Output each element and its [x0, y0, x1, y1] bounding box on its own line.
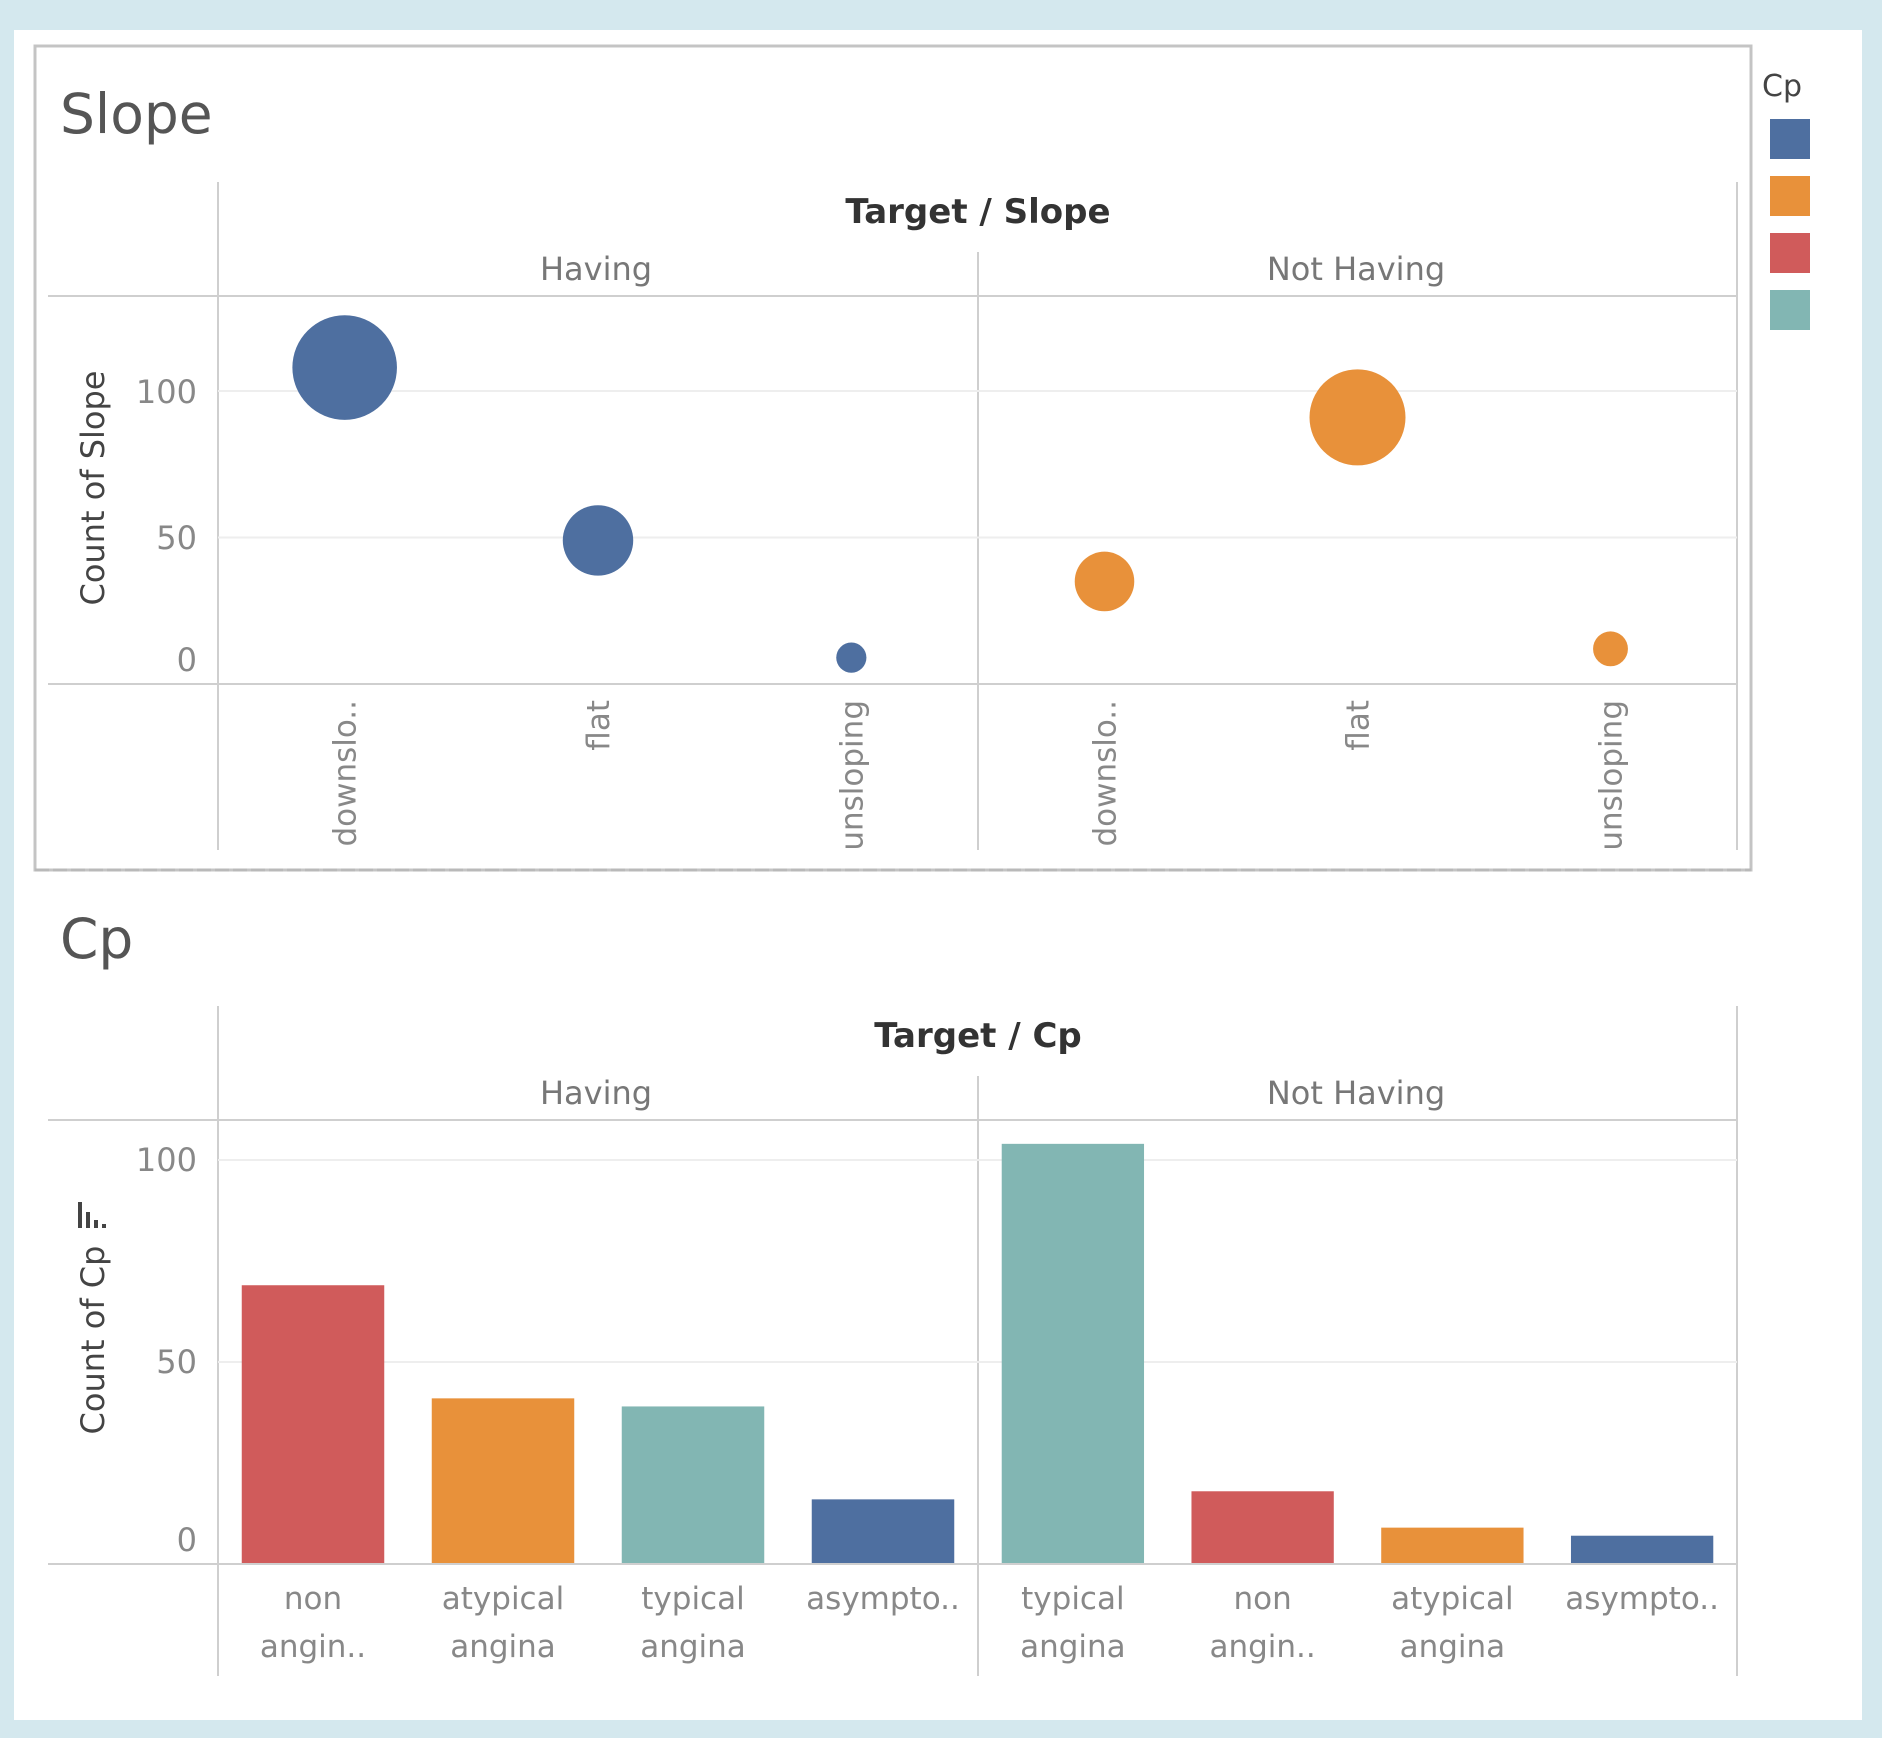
cp-x-label: angina	[640, 1629, 746, 1665]
legend-swatch[interactable]	[1770, 176, 1810, 216]
legend-title: Cp	[1762, 69, 1802, 104]
slope-bubble	[292, 315, 397, 420]
slope-x-label: flat	[581, 700, 617, 751]
slope-chart-marks: downslo.. flat unsloping downslo.. flat unslo…	[48, 182, 1738, 851]
cp-bar	[431, 1398, 575, 1564]
slope-panel-label-not-having: Not Having	[1267, 250, 1445, 288]
cp-bar	[1001, 1143, 1145, 1564]
slope-bubble	[562, 505, 634, 576]
slope-y-tick-100: 100	[136, 373, 197, 411]
cp-x-label: angina	[1400, 1629, 1506, 1665]
slope-x-label: flat	[1341, 700, 1377, 751]
slope-x-label: downslo..	[328, 700, 364, 847]
cp-x-label: non	[1233, 1581, 1291, 1617]
slope-y-tick-0: 0	[177, 641, 197, 679]
slope-x-label: downslo..	[1088, 700, 1124, 847]
cp-x-label: angin..	[260, 1629, 366, 1665]
slope-panel-label-having: Having	[540, 250, 652, 288]
cp-y-tick-50: 50	[156, 1343, 197, 1381]
cp-x-label: atypical	[442, 1581, 564, 1617]
cp-panel-label-having: Having	[540, 1074, 652, 1112]
slope-y-axis-title: Count of Slope	[74, 371, 112, 606]
slope-x-label: unsloping	[834, 700, 870, 851]
cp-chart-title: Cp	[60, 907, 133, 971]
slope-bubble	[836, 642, 867, 673]
cp-bar	[811, 1499, 955, 1564]
cp-x-label: typical	[641, 1581, 744, 1617]
slope-header-title: Target / Slope	[845, 192, 1110, 232]
cp-x-label: asympto..	[806, 1581, 960, 1617]
slope-bubble	[1074, 551, 1135, 612]
cp-x-label: atypical	[1391, 1581, 1513, 1617]
cp-x-label: asympto..	[1565, 1581, 1719, 1617]
legend-swatches	[1770, 119, 1810, 330]
cp-bar	[1191, 1491, 1334, 1564]
cp-x-label: typical	[1021, 1581, 1124, 1617]
cp-bar	[1381, 1527, 1524, 1564]
cp-bar	[1570, 1535, 1714, 1564]
cp-x-label: angina	[450, 1629, 556, 1665]
cp-bar	[241, 1285, 385, 1564]
cp-x-label: angin..	[1209, 1629, 1315, 1665]
legend-swatch[interactable]	[1770, 290, 1810, 330]
cp-bar	[621, 1406, 765, 1564]
slope-x-label: unsloping	[1594, 700, 1630, 851]
cp-chart-marks: non angin.. atypical angina typical angina asy…	[48, 1006, 1738, 1676]
cp-y-tick-100: 100	[136, 1141, 197, 1179]
cp-y-axis-title: Count of Cp	[74, 1246, 112, 1435]
legend-swatch[interactable]	[1770, 119, 1810, 159]
slope-bubble	[1593, 631, 1628, 667]
legend-swatch[interactable]	[1770, 233, 1810, 273]
slope-y-tick-50: 50	[156, 519, 197, 557]
cp-x-label: angina	[1020, 1629, 1126, 1665]
slope-chart-title: Slope	[60, 82, 213, 146]
cp-y-tick-0: 0	[177, 1521, 197, 1559]
cp-panel-label-not-having: Not Having	[1267, 1074, 1445, 1112]
cp-x-label: non	[284, 1581, 342, 1617]
cp-header-title: Target / Cp	[874, 1016, 1082, 1056]
slope-bubble	[1309, 369, 1406, 466]
sort-icon[interactable]	[78, 1202, 106, 1228]
